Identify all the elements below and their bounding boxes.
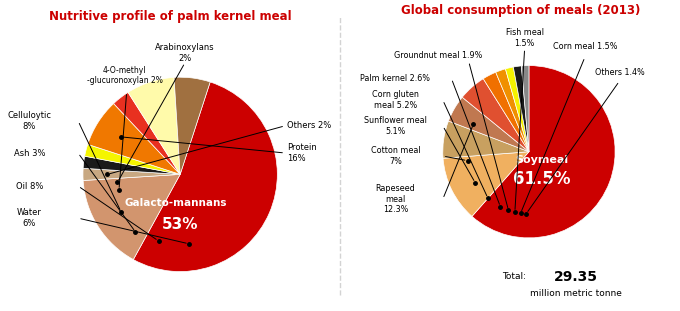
Wedge shape <box>174 77 210 174</box>
Wedge shape <box>472 66 615 238</box>
Text: Corn gluten
meal 5.2%: Corn gluten meal 5.2% <box>372 90 419 110</box>
Wedge shape <box>483 72 529 152</box>
Text: Rapeseed
meal
12.3%: Rapeseed meal 12.3% <box>375 184 415 214</box>
Wedge shape <box>496 69 529 152</box>
Text: Protein
16%: Protein 16% <box>287 143 317 163</box>
Text: Ash 3%: Ash 3% <box>14 149 46 157</box>
Text: million metric tonne: million metric tonne <box>530 290 622 299</box>
Text: Corn meal 1.5%: Corn meal 1.5% <box>553 42 617 51</box>
Text: 53%: 53% <box>162 217 199 232</box>
Wedge shape <box>443 152 529 216</box>
Text: Oil 8%: Oil 8% <box>16 182 44 191</box>
Wedge shape <box>114 92 180 174</box>
Text: Palm kernel 2.6%: Palm kernel 2.6% <box>360 74 430 83</box>
Wedge shape <box>513 66 529 152</box>
Text: Arabinoxylans
2%: Arabinoxylans 2% <box>155 43 215 63</box>
Text: Others 2%: Others 2% <box>287 121 331 130</box>
Text: Soymeal: Soymeal <box>515 156 568 165</box>
Wedge shape <box>85 144 180 174</box>
Wedge shape <box>83 174 180 260</box>
Text: Celluloytic
8%: Celluloytic 8% <box>7 111 52 131</box>
Text: Others 1.4%: Others 1.4% <box>594 68 645 77</box>
Text: Groundnut meal 1.9%: Groundnut meal 1.9% <box>394 51 483 60</box>
Text: Fish meal
1.5%: Fish meal 1.5% <box>506 28 543 48</box>
Wedge shape <box>83 156 180 174</box>
Wedge shape <box>88 104 180 174</box>
Wedge shape <box>522 66 529 152</box>
Title: Nutritive profile of palm kernel meal: Nutritive profile of palm kernel meal <box>49 10 292 23</box>
Text: Total:: Total: <box>502 272 529 281</box>
Wedge shape <box>443 121 529 158</box>
Wedge shape <box>462 79 529 152</box>
Text: 4-O-methyl
-glucuronoxylan 2%: 4-O-methyl -glucuronoxylan 2% <box>87 66 163 85</box>
Wedge shape <box>448 97 529 152</box>
Text: Cotton meal
7%: Cotton meal 7% <box>371 146 420 166</box>
Wedge shape <box>128 77 180 174</box>
Text: 29.35: 29.35 <box>554 270 598 284</box>
Text: Sunflower meal
5.1%: Sunflower meal 5.1% <box>364 116 427 136</box>
Text: Water
6%: Water 6% <box>17 208 42 228</box>
Text: 61.5%: 61.5% <box>513 170 571 188</box>
Wedge shape <box>505 67 529 152</box>
Wedge shape <box>133 82 277 272</box>
Title: Global consumption of meals (2013): Global consumption of meals (2013) <box>401 4 640 17</box>
Wedge shape <box>83 168 180 180</box>
Text: Galacto-mannans: Galacto-mannans <box>124 197 226 219</box>
